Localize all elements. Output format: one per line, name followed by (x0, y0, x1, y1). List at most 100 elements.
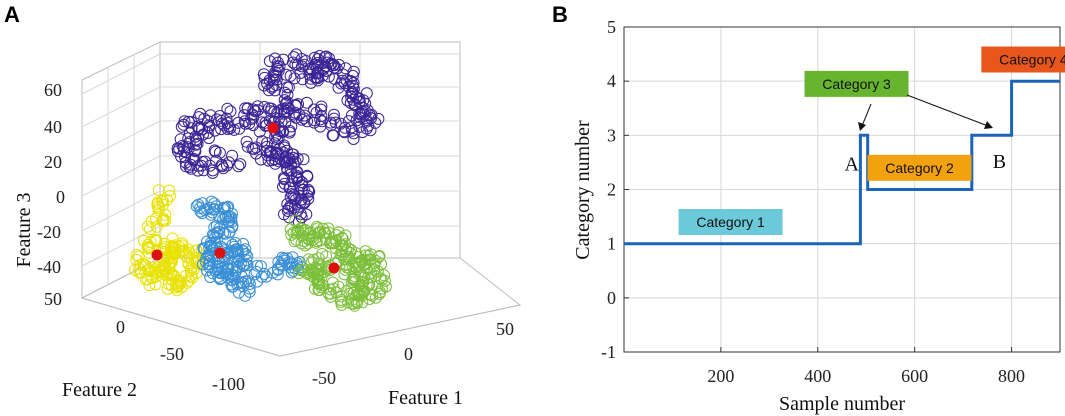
scatter-point (310, 235, 323, 248)
scatter-point (143, 279, 156, 292)
scatter-point (238, 109, 251, 122)
scatter-point (336, 74, 349, 87)
category-label-box (678, 209, 783, 235)
scatter-point (289, 106, 302, 119)
cluster-yellow (129, 184, 209, 297)
scatter-point (174, 133, 187, 146)
scatter-point (215, 123, 228, 136)
scatter-point (372, 112, 385, 125)
panel-label-a: A (4, 2, 20, 27)
scatter-point (234, 158, 247, 171)
scatter-point (336, 231, 348, 244)
z-tick: 0 (56, 187, 65, 207)
category-label: Category 4 (999, 52, 1065, 68)
scatter-point (187, 263, 200, 276)
scatter-point (163, 184, 176, 197)
y-tick: -50 (160, 344, 184, 364)
scatter-point (303, 185, 316, 198)
scatter-point (293, 173, 306, 186)
line-plot-x-ticks: 200 400 600 800 (707, 347, 1025, 386)
scatter-point (281, 164, 294, 177)
scatter-point (194, 107, 207, 120)
z-axis-label: Feature 3 (13, 193, 35, 268)
scatter-point (292, 225, 304, 238)
scatter-point (239, 289, 252, 302)
centroid-point (267, 122, 279, 134)
scatter-point (335, 239, 348, 252)
category-label: Category 1 (696, 214, 765, 230)
scatter-point (229, 237, 242, 249)
scatter-point (302, 232, 315, 245)
scatter-point (277, 180, 289, 193)
scatter-point (269, 52, 281, 65)
scatter-point (291, 165, 304, 178)
z-tick: 60 (44, 80, 62, 100)
scatter-point (288, 201, 301, 214)
y-axis-label: Category number (572, 120, 594, 260)
scatter-point (308, 116, 321, 129)
scatter-point (221, 102, 234, 115)
scatter-point (187, 153, 200, 165)
z-tick: -40 (37, 257, 61, 277)
category-label-box (804, 70, 909, 97)
scatter-point (204, 240, 217, 253)
scatter-point (201, 127, 214, 139)
scatter-point (339, 121, 352, 134)
scatter-point (313, 50, 326, 62)
scatter-point (290, 227, 303, 240)
line-plot-y-ticks: -1 0 1 2 3 4 5 (601, 17, 629, 362)
scatter-point (285, 228, 298, 241)
scatter-point (253, 125, 266, 138)
scatter-point (302, 253, 315, 266)
scatter-point (245, 113, 258, 126)
scatter-point (309, 263, 322, 276)
y-tick-label: 5 (607, 17, 616, 37)
y-axis-label: Feature 2 (62, 379, 137, 401)
scatter-point (269, 66, 282, 79)
x-tick: -50 (312, 368, 336, 388)
scatter-point (283, 211, 296, 224)
scatter-point (297, 196, 310, 209)
arrow-head (858, 122, 866, 131)
scatter-point (251, 275, 263, 288)
scatter-point (339, 62, 352, 75)
scatter-point (247, 119, 260, 132)
scatter-point (184, 158, 197, 171)
scatter-point (314, 113, 327, 126)
category-label-box (981, 46, 1065, 73)
scatter-point (144, 223, 156, 236)
scatter-point (223, 156, 235, 169)
scatter-point (305, 256, 318, 269)
scatter-point (248, 143, 261, 155)
scatter-point (224, 105, 237, 118)
scatter-point (308, 51, 321, 64)
scatter-point (290, 257, 303, 270)
scatter-point (225, 273, 238, 286)
scatter-point (345, 276, 358, 289)
scatter-point (283, 182, 296, 194)
scatter-point (243, 278, 256, 290)
scatter-point (288, 108, 301, 121)
scatter-point (326, 129, 339, 142)
scatter-point (272, 155, 285, 168)
scatter-point (308, 282, 321, 295)
scatter-point (298, 223, 311, 236)
scatter-point (185, 122, 198, 135)
scatter-point (209, 145, 222, 158)
scatter-point (325, 57, 338, 70)
scatter-point (258, 267, 271, 280)
scatter-point (375, 273, 388, 286)
scatter-point (278, 177, 291, 190)
scatter-point (190, 138, 203, 151)
scatter-point (265, 145, 277, 158)
scatter-point (336, 232, 349, 245)
panel-label-b: B (552, 2, 568, 27)
scatter-point (364, 248, 377, 261)
scatter-point (281, 88, 294, 101)
scatter-point (358, 257, 371, 270)
scatter-point (206, 166, 219, 179)
centroid-point (214, 247, 226, 259)
scatter-point (301, 115, 314, 128)
